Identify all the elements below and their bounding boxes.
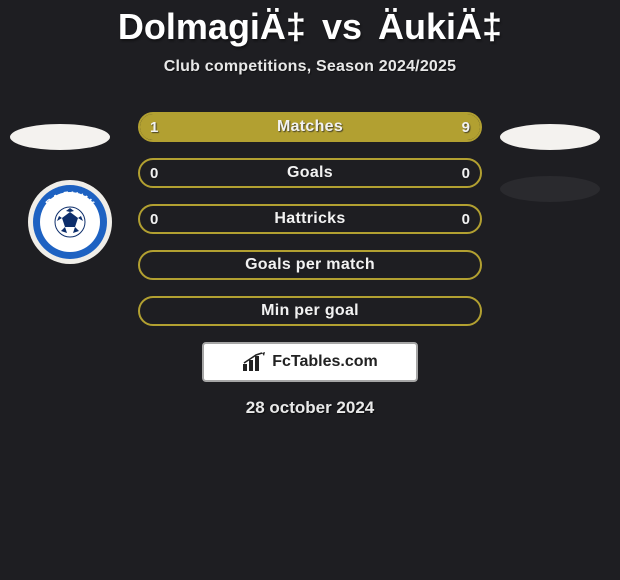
stat-row: Min per goal [138, 296, 482, 326]
brand-box[interactable]: FcTables.com [202, 342, 418, 382]
right-chip-2 [500, 176, 600, 202]
crest-year-left: 19 [41, 218, 50, 227]
stat-row: Goals0 0 [138, 158, 482, 188]
stat-label: Hattricks [140, 210, 480, 228]
stat-label: Min per goal [140, 302, 480, 320]
stat-rows: Matches19Goals00Hattricks00Goals per mat… [138, 112, 482, 326]
date-text: 28 october 2024 [0, 398, 620, 418]
stat-value-left: 1 [150, 119, 158, 136]
stat-value-right: 0 [462, 211, 470, 228]
crest-svg: РАДНИК СУРДУЛИЦА 19 26 [31, 183, 109, 261]
stat-value-left: 0 [150, 211, 158, 228]
right-chip-1 [500, 124, 600, 150]
player1-name: DolmagiÄ‡ [118, 6, 306, 47]
page-title: DolmagiÄ‡ vs ÄukiÄ‡ [0, 6, 620, 48]
left-chip [10, 124, 110, 150]
stat-value-right: 9 [462, 119, 470, 136]
bars-icon [242, 352, 266, 372]
stat-value-left: 0 [150, 165, 158, 182]
subtitle: Club competitions, Season 2024/2025 [0, 58, 620, 76]
vs-text: vs [322, 6, 362, 47]
player2-name: ÄukiÄ‡ [378, 6, 502, 47]
stat-row: Hattricks0 0 [138, 204, 482, 234]
stat-label: Goals [140, 164, 480, 182]
stat-label: Matches [140, 118, 480, 136]
stat-row: Matches1 9 [138, 112, 482, 142]
stat-value-right: 0 [462, 165, 470, 182]
club-crest: РАДНИК СУРДУЛИЦА 19 26 [28, 180, 112, 264]
stat-row: Goals per match [138, 250, 482, 280]
crest-year-right: 26 [89, 218, 98, 227]
stat-label: Goals per match [140, 256, 480, 274]
page: DolmagiÄ‡ vs ÄukiÄ‡ Club competitions, S… [0, 0, 620, 580]
brand-text: FcTables.com [272, 353, 378, 371]
